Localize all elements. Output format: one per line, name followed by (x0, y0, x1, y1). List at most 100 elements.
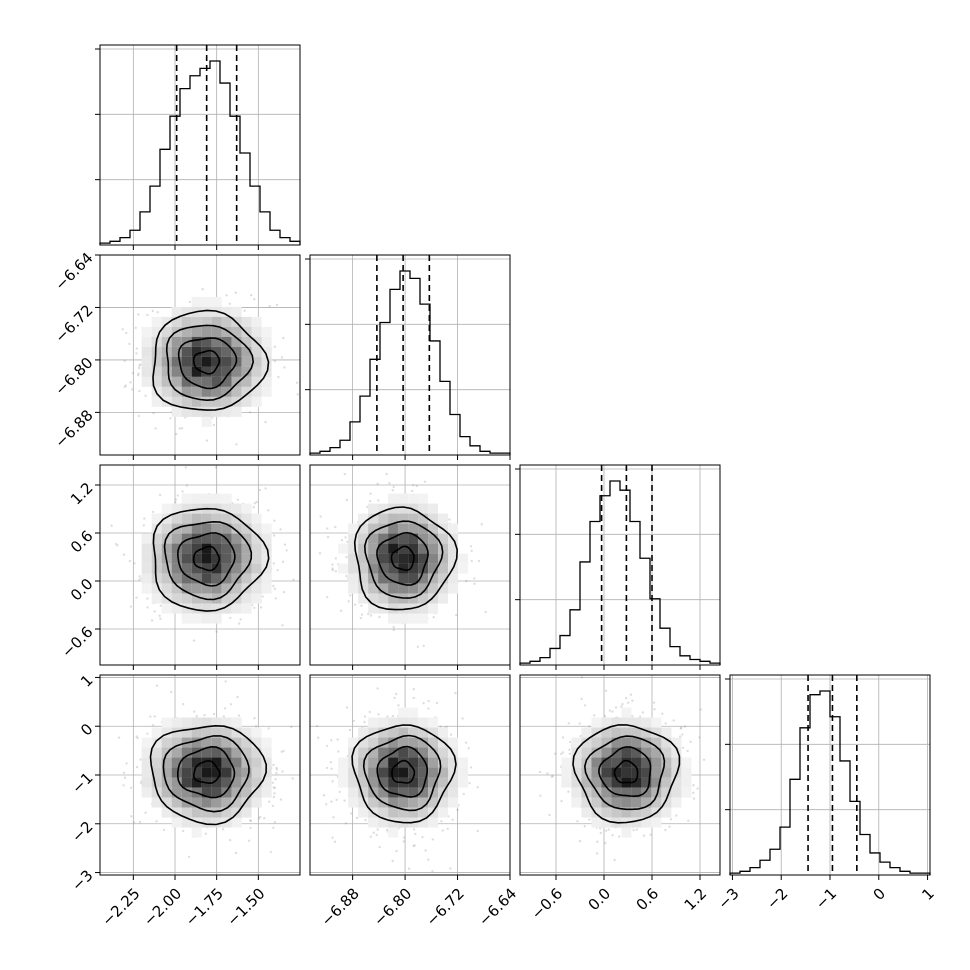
density-cell (388, 523, 399, 534)
density-cell (181, 573, 192, 584)
density-cell (231, 543, 242, 554)
scatter-point (334, 570, 337, 573)
density-cell (348, 553, 359, 564)
density-cell (191, 553, 202, 564)
scatter-point (279, 798, 283, 801)
x-tick-label-3-4: 1 (918, 885, 937, 904)
y-tick-label-3-3: 0 (77, 720, 96, 739)
density-cell (621, 807, 632, 818)
density-cell (231, 346, 242, 357)
density-cell (631, 817, 642, 828)
density-cell (251, 757, 262, 768)
density-cell (211, 543, 222, 554)
scatter-point (580, 697, 583, 701)
density-cell (201, 543, 212, 554)
density-cell (251, 326, 262, 337)
density-cell (211, 376, 222, 387)
density-cell (388, 533, 399, 544)
density-cell (201, 386, 212, 397)
density-cell (398, 513, 409, 524)
panel-2-1 (309, 464, 511, 670)
scatter-point (139, 781, 143, 785)
scatter-point (331, 836, 334, 839)
density-cell (171, 603, 182, 614)
density-cell (338, 543, 349, 554)
scatter-point (229, 616, 232, 620)
scatter-point (454, 691, 457, 695)
density-cell (418, 573, 429, 584)
scatter-point (620, 705, 623, 708)
density-cell (661, 757, 672, 768)
density-cell (418, 737, 429, 748)
density-cell (201, 406, 212, 417)
panel-3-0 (95, 674, 301, 880)
density-cell (338, 767, 349, 778)
density-cell (348, 787, 359, 798)
density-cell (261, 787, 272, 798)
density-cell (398, 533, 409, 544)
scatter-point (225, 294, 228, 297)
density-cell (641, 817, 652, 828)
density-cell (201, 513, 212, 524)
density-cell (348, 523, 359, 534)
scatter-point (135, 347, 139, 350)
density-cell (348, 543, 359, 554)
density-cell (151, 356, 162, 367)
density-cell (171, 747, 182, 758)
scatter-point (268, 304, 271, 308)
density-cell (221, 493, 232, 504)
scatter-point (376, 687, 379, 690)
density-cell (181, 543, 192, 554)
scatter-point (264, 487, 267, 490)
scatter-point (568, 752, 571, 755)
density-cell (428, 787, 439, 798)
density-cell (171, 717, 182, 728)
density-cell (251, 777, 262, 788)
density-cell (448, 777, 459, 788)
density-cell (601, 717, 612, 728)
density-cell (191, 326, 202, 337)
density-cell (141, 346, 152, 357)
density-cell (251, 366, 262, 377)
density-cell (201, 563, 212, 574)
density-cell (368, 593, 379, 604)
panel-2-2 (515, 464, 721, 670)
density-cell (611, 717, 622, 728)
density-cell (438, 777, 449, 788)
scatter-point (583, 704, 587, 707)
density-cell (398, 787, 409, 798)
scatter-point (613, 858, 616, 862)
scatter-point (279, 528, 282, 531)
density-cell (211, 523, 222, 534)
density-cell (211, 296, 222, 307)
density-cell (368, 563, 379, 574)
scatter-point (635, 828, 638, 831)
density-cell (408, 707, 419, 718)
density-cell (581, 727, 592, 738)
density-cell (348, 777, 359, 788)
density-cell (601, 757, 612, 768)
density-cell (651, 747, 662, 758)
scatter-point (138, 575, 141, 578)
scatter-point (272, 786, 275, 789)
density-3-2 (561, 707, 692, 838)
scatter-point (347, 600, 350, 603)
scatter-point (234, 291, 237, 294)
density-cell (681, 777, 692, 788)
density-cell (171, 573, 182, 584)
density-cell (418, 523, 429, 534)
density-cell (211, 787, 222, 798)
density-cell (221, 777, 232, 788)
density-cell (571, 757, 582, 768)
density-cell (181, 346, 192, 357)
scatter-point (608, 709, 611, 712)
density-cell (141, 737, 152, 748)
density-cell (191, 493, 202, 504)
density-cell (601, 767, 612, 778)
density-cell (438, 757, 449, 768)
density-cell (191, 503, 202, 514)
density-cell (418, 767, 429, 778)
scatter-point (345, 498, 348, 502)
scatter-point (627, 701, 630, 704)
scatter-point (132, 821, 136, 824)
